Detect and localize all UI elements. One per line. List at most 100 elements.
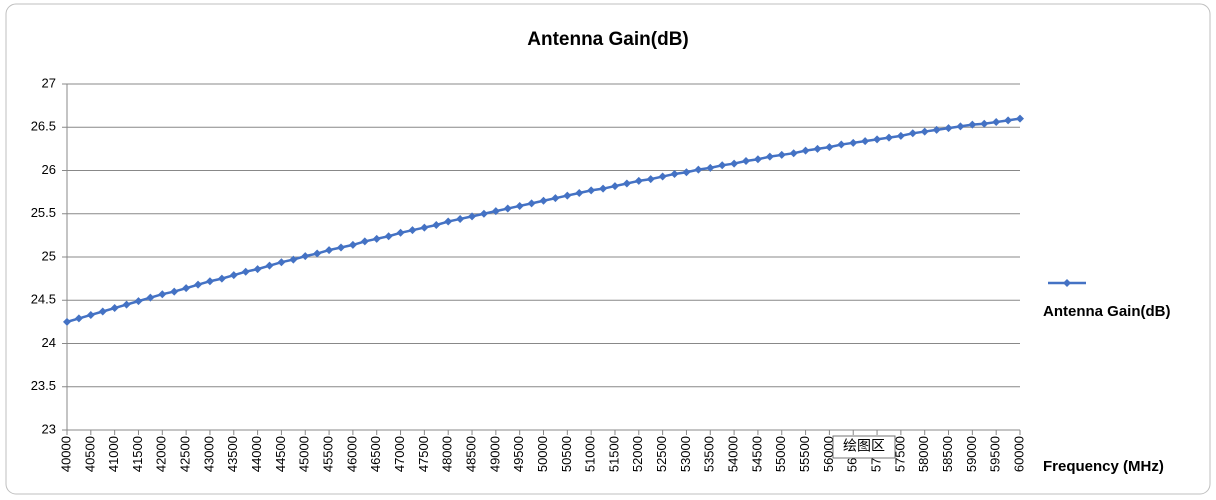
marker	[1004, 116, 1013, 125]
x-tick-label: 49000	[487, 436, 502, 472]
marker	[575, 188, 584, 197]
x-tick-label: 43500	[225, 436, 240, 472]
marker	[63, 317, 71, 326]
x-tick-label: 45000	[297, 436, 312, 472]
marker	[730, 159, 739, 168]
marker	[932, 125, 941, 134]
marker	[539, 196, 548, 205]
marker	[765, 152, 774, 161]
x-tick-label: 44500	[273, 436, 288, 472]
marker	[622, 179, 631, 188]
x-tick-label: 47500	[416, 436, 431, 472]
marker	[658, 172, 667, 181]
marker	[801, 146, 810, 155]
y-tick-label: 26.5	[31, 119, 56, 134]
y-tick-label: 23.5	[31, 378, 56, 393]
x-axis-title: Frequency (MHz)	[1043, 458, 1164, 475]
marker	[396, 228, 405, 237]
marker	[170, 287, 179, 296]
marker	[920, 127, 929, 136]
x-tick-label: 45500	[321, 436, 336, 472]
x-tick-label: 53000	[678, 436, 693, 472]
marker	[158, 290, 167, 299]
marker	[122, 300, 131, 309]
marker	[682, 168, 691, 177]
marker	[563, 191, 572, 200]
marker	[992, 118, 1001, 127]
marker	[873, 135, 882, 144]
x-tick-label: 46500	[368, 436, 383, 472]
marker	[372, 234, 381, 243]
x-tick-label: 59500	[988, 436, 1003, 472]
legend-label: Antenna Gain(dB)	[1043, 303, 1171, 320]
marker	[908, 129, 917, 138]
tooltip-text: 绘图区	[843, 438, 885, 454]
marker	[348, 240, 357, 249]
marker	[753, 155, 762, 164]
marker	[217, 274, 226, 283]
marker	[551, 194, 560, 203]
marker	[861, 137, 870, 146]
chart-border	[5, 3, 1211, 495]
marker	[277, 258, 286, 267]
marker	[479, 209, 488, 218]
marker	[789, 149, 798, 158]
marker	[265, 261, 274, 270]
x-tick-label: 52500	[654, 436, 669, 472]
x-tick-label: 42500	[178, 436, 193, 472]
marker	[968, 120, 977, 129]
marker	[289, 255, 298, 264]
marker	[980, 119, 989, 128]
marker	[456, 214, 465, 223]
tooltip-box	[832, 435, 896, 459]
marker	[694, 165, 703, 174]
marker	[777, 150, 786, 159]
marker	[742, 156, 751, 165]
x-tick-label: 60000	[1011, 436, 1026, 472]
x-tick-label: 41000	[106, 436, 121, 472]
marker	[182, 284, 191, 293]
marker	[98, 307, 107, 316]
x-tick-label: 42000	[154, 436, 169, 472]
chart-title: Antenna Gain(dB)	[527, 29, 689, 50]
y-tick-label: 26	[42, 162, 56, 177]
x-tick-label: 48000	[440, 436, 455, 472]
marker	[718, 161, 727, 170]
marker	[706, 163, 715, 172]
marker	[134, 297, 143, 306]
marker	[384, 232, 393, 241]
marker	[599, 184, 608, 193]
marker	[956, 122, 965, 131]
marker	[515, 201, 524, 210]
marker	[587, 186, 596, 195]
marker	[194, 280, 203, 289]
marker	[86, 310, 95, 319]
y-tick-label: 25	[42, 248, 56, 263]
y-tick-label: 24.5	[31, 292, 56, 307]
y-tick-label: 27	[42, 75, 56, 90]
x-tick-label: 53500	[702, 436, 717, 472]
marker	[420, 223, 429, 232]
marker	[313, 249, 322, 258]
marker	[849, 138, 858, 147]
x-tick-label: 49500	[511, 436, 526, 472]
marker	[468, 212, 477, 221]
x-tick-label: 47000	[392, 436, 407, 472]
x-tick-label: 41500	[130, 436, 145, 472]
marker	[813, 144, 822, 153]
marker	[74, 314, 83, 323]
marker	[229, 271, 238, 280]
marker	[301, 252, 310, 261]
marker	[253, 265, 262, 274]
marker	[1016, 114, 1024, 123]
marker	[491, 207, 500, 216]
marker	[837, 140, 846, 149]
x-tick-label: 50000	[535, 436, 550, 472]
x-tick-label: 44000	[249, 436, 264, 472]
marker	[944, 124, 953, 133]
marker	[610, 182, 619, 191]
marker	[205, 277, 214, 286]
x-tick-label: 40500	[82, 436, 97, 472]
x-tick-label: 52000	[630, 436, 645, 472]
x-tick-label: 56000	[821, 436, 836, 472]
